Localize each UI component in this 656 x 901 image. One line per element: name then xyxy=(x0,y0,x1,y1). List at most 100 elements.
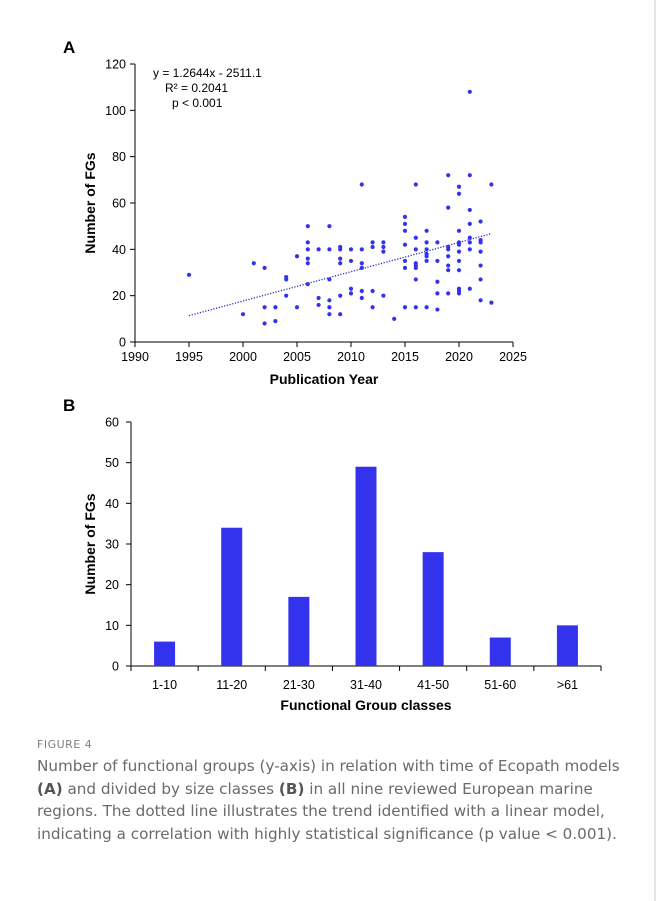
data-point xyxy=(446,263,451,268)
bar xyxy=(556,625,578,666)
x-category-label: 31-40 xyxy=(350,678,382,692)
data-point xyxy=(262,305,267,310)
data-point xyxy=(327,224,332,229)
data-point xyxy=(370,305,375,310)
data-point xyxy=(305,224,310,229)
y-axis-title: Number of FGs xyxy=(82,493,98,594)
data-point xyxy=(467,286,472,291)
bar-chart: 0 10 20 30 40 50 60 1-10 11-20 21-30 31-40 41-50 51-… xyxy=(82,416,602,710)
panel-b-label: B xyxy=(63,396,76,415)
data-point xyxy=(478,277,483,282)
x-category-label: 11-20 xyxy=(216,678,247,692)
data-point xyxy=(338,256,343,261)
data-point xyxy=(456,249,462,254)
data-point xyxy=(435,307,440,312)
y-tick-label: 20 xyxy=(105,578,119,592)
data-point xyxy=(413,265,418,270)
y-tick-label: 0 xyxy=(112,660,119,674)
x-category-label: 41-50 xyxy=(417,678,449,692)
scatter-chart: 0 20 40 60 80 100 120 1990 1995 2000 2005 2010 2015 2… xyxy=(82,58,527,388)
data-point xyxy=(413,247,418,252)
data-point xyxy=(424,258,429,264)
data-point xyxy=(413,277,418,282)
caption-part-3: in all nine reviewed European marine reg… xyxy=(37,779,617,843)
data-point xyxy=(467,221,472,226)
data-point xyxy=(370,240,375,245)
data-point xyxy=(402,228,408,233)
data-point xyxy=(402,221,408,226)
data-point xyxy=(413,182,418,187)
data-point xyxy=(251,261,256,266)
x-category-label: 1-10 xyxy=(152,678,177,692)
data-point xyxy=(381,240,386,245)
y-tick-label: 20 xyxy=(112,289,126,303)
data-point xyxy=(456,191,462,196)
caption-part-1: Number of functional groups (y-axis) in … xyxy=(37,757,620,775)
data-point xyxy=(262,265,267,270)
data-point xyxy=(392,316,397,321)
data-point xyxy=(446,254,451,259)
data-point xyxy=(402,242,408,247)
data-point xyxy=(348,247,354,252)
y-tick-label: 50 xyxy=(105,456,119,470)
data-point xyxy=(186,272,192,277)
data-point xyxy=(359,261,364,266)
data-point xyxy=(305,240,310,245)
data-point xyxy=(284,277,289,282)
data-point xyxy=(273,319,278,324)
data-point xyxy=(359,288,364,294)
bar xyxy=(489,637,511,666)
data-point xyxy=(489,182,494,187)
data-point xyxy=(456,228,462,233)
data-point xyxy=(424,254,429,259)
data-point xyxy=(284,293,289,298)
data-point xyxy=(402,305,408,310)
data-point xyxy=(327,277,332,282)
data-point xyxy=(424,228,429,233)
x-axis-title: Functional Group classes xyxy=(280,697,451,710)
data-point xyxy=(424,305,429,310)
data-point xyxy=(456,242,462,247)
x-category-label: 21-30 xyxy=(283,678,315,692)
data-point xyxy=(478,263,483,268)
data-point xyxy=(467,207,472,213)
y-tick-label: 120 xyxy=(105,58,126,72)
data-point xyxy=(402,214,408,219)
data-point xyxy=(359,265,364,270)
data-point xyxy=(327,305,332,310)
bar xyxy=(355,466,377,666)
data-point xyxy=(381,244,386,250)
data-point xyxy=(348,291,354,296)
y-axis-title: Number of FGs xyxy=(82,152,98,253)
x-tick-label: 2020 xyxy=(445,350,473,364)
data-point xyxy=(424,247,429,252)
data-point xyxy=(456,291,462,296)
data-point xyxy=(370,288,375,294)
data-point xyxy=(338,247,343,252)
data-point xyxy=(327,298,332,303)
x-tick-label: 1990 xyxy=(121,350,149,364)
data-point xyxy=(305,261,310,266)
trend-line xyxy=(188,232,492,317)
data-point xyxy=(294,305,300,310)
data-point xyxy=(435,240,440,245)
data-point xyxy=(338,312,343,317)
data-point xyxy=(381,293,386,298)
r-squared-label: R² = 0.2041 xyxy=(165,81,228,95)
figure-caption: FIGURE 4 Number of functional groups (y-… xyxy=(37,738,637,845)
data-point xyxy=(467,247,472,252)
data-point xyxy=(338,261,343,266)
y-tick-label: 40 xyxy=(112,243,126,257)
y-tick-label: 60 xyxy=(105,416,119,430)
data-point xyxy=(446,173,451,178)
data-point xyxy=(348,258,354,264)
data-point xyxy=(435,258,440,264)
y-tick-label: 10 xyxy=(105,619,119,633)
x-tick-label: 2015 xyxy=(391,350,419,364)
data-point xyxy=(316,295,321,301)
data-point xyxy=(402,265,408,270)
data-point xyxy=(273,305,278,310)
x-tick-label: 1995 xyxy=(175,350,203,364)
data-point xyxy=(413,235,418,240)
